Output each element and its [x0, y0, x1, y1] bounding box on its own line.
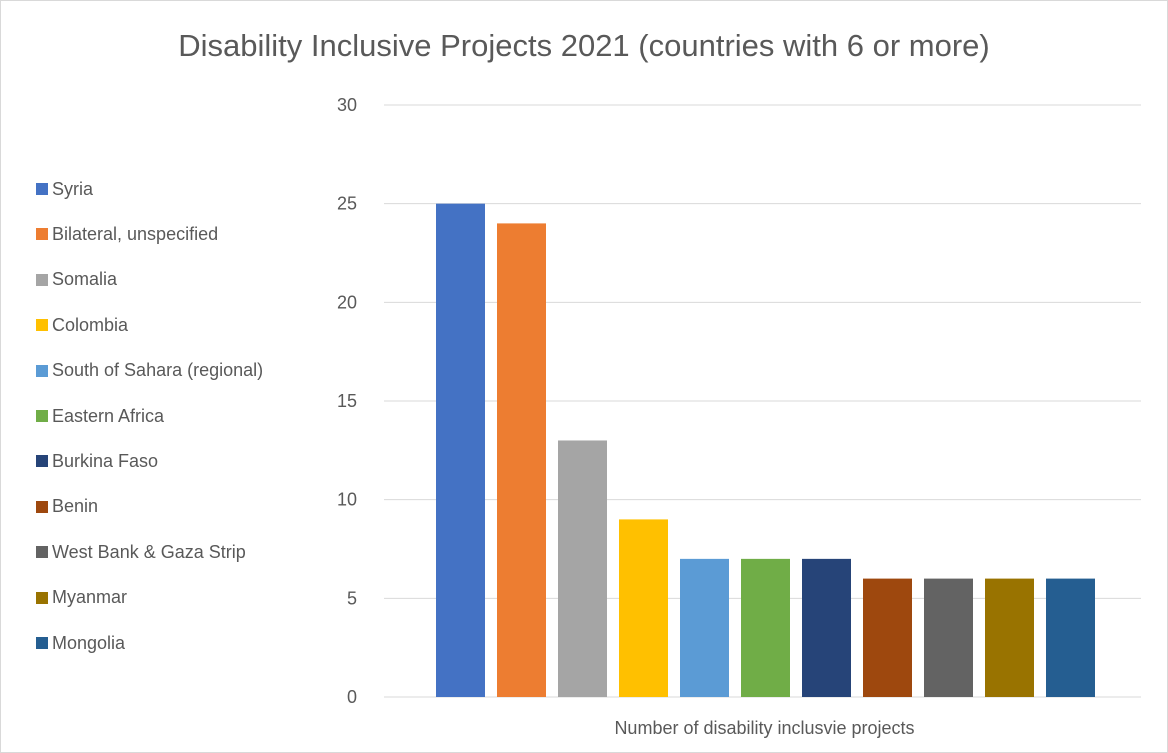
legend-swatch	[36, 410, 48, 422]
legend-label: Somalia	[52, 269, 118, 290]
legend-label: Bilateral, unspecified	[52, 223, 219, 244]
y-tick-label: 15	[337, 391, 357, 411]
legend-swatch	[36, 319, 48, 332]
legend-swatch	[36, 591, 48, 604]
bar-bilateral-unspecified	[497, 223, 546, 697]
y-tick-label: 5	[347, 588, 357, 608]
legend-swatch	[36, 364, 48, 377]
legend-label: Benin	[52, 496, 99, 517]
legend-item: Burkina Faso	[36, 450, 158, 472]
legend-label: West Bank & Gaza Strip	[52, 541, 246, 562]
legend-item: West Bank & Gaza Strip	[36, 541, 246, 563]
bar-burkina-faso	[802, 558, 851, 697]
legend-label: Myanmar	[52, 587, 128, 608]
legend-label: Syria	[52, 178, 94, 199]
legend-item: Colombia	[36, 314, 128, 336]
bar-benin	[863, 578, 912, 697]
y-tick-label: 30	[337, 95, 357, 115]
legend-label: Eastern Africa	[52, 405, 165, 426]
legend-swatch	[36, 637, 48, 649]
bar-south-of-sahara-regional	[680, 558, 729, 697]
legend-label: Mongolia	[52, 632, 126, 653]
y-tick-label: 20	[337, 292, 357, 312]
legend-item: Eastern Africa	[36, 405, 164, 427]
legend-item: Syria	[36, 178, 93, 200]
legend-swatch	[36, 500, 48, 513]
bar-eastern-africa	[741, 558, 790, 697]
legend-item: South of Sahara (regional)	[36, 360, 263, 382]
legend-item: Mongolia	[36, 632, 125, 654]
legend-swatch	[36, 273, 48, 286]
legend-swatch	[36, 455, 48, 468]
bar-syria	[436, 203, 485, 697]
legend-label: Colombia	[52, 314, 129, 335]
legend-swatch	[36, 546, 48, 559]
chart-title: Disability Inclusive Projects 2021 (coun…	[178, 28, 990, 63]
legend-label: South of Sahara (regional)	[52, 360, 264, 381]
legend-item: Myanmar	[36, 587, 127, 609]
bar-west-bank-gaza-strip	[924, 578, 973, 697]
legend-swatch	[36, 183, 48, 195]
bar-mongolia	[1046, 578, 1095, 697]
legend-label: Burkina Faso	[52, 450, 159, 471]
y-tick-label: 10	[337, 490, 357, 510]
legend-item: Somalia	[36, 269, 117, 291]
x-axis-title: Number of disability inclusvie projects	[614, 718, 914, 738]
legend-swatch	[36, 228, 48, 241]
y-tick-label: 0	[347, 687, 357, 707]
bar-myanmar	[985, 578, 1034, 697]
legend-item: Bilateral, unspecified	[36, 223, 218, 245]
bar-colombia	[619, 519, 668, 697]
bar-somalia	[558, 440, 607, 697]
legend-item: Benin	[36, 496, 98, 518]
y-tick-label: 25	[337, 194, 357, 214]
